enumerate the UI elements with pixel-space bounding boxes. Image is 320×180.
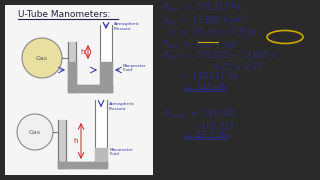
- Text: $P_{Gauge}$  =  148,021: $P_{Gauge}$ = 148,021: [162, 108, 236, 121]
- Text: Gas: Gas: [36, 55, 48, 60]
- Text: h: h: [81, 49, 85, 55]
- Text: U-Tube Manometers:: U-Tube Manometers:: [18, 10, 110, 19]
- FancyBboxPatch shape: [5, 5, 153, 175]
- Text: $\rho_{Hg}$  =  13,600 kg/$m^2$: $\rho_{Hg}$ = 13,600 kg/$m^2$: [162, 14, 248, 28]
- Text: Atmospheric
Pressure: Atmospheric Pressure: [109, 102, 135, 111]
- Text: Manometer
Fluid: Manometer Fluid: [110, 148, 134, 156]
- Text: 9.81 $\times$ 0.35: 9.81 $\times$ 0.35: [214, 61, 263, 72]
- Text: Atmospheric
Pressure: Atmospheric Pressure: [114, 22, 140, 31]
- Text: =  46.7 kPa: = 46.7 kPa: [184, 131, 230, 140]
- Text: =  148 kPa: = 148 kPa: [184, 83, 228, 92]
- Text: $h$   =  35 cm = 0.35m: $h$ = 35 cm = 0.35m: [168, 26, 256, 37]
- Text: $P_{ABS}$  =  101,325 + 13,600 $\times$: $P_{ABS}$ = 101,325 + 13,600 $\times$: [162, 50, 278, 62]
- Text: h: h: [74, 138, 78, 144]
- Text: $P_{atm}$  =  101,325 Pa: $P_{atm}$ = 101,325 Pa: [162, 2, 242, 15]
- Circle shape: [17, 114, 53, 150]
- Circle shape: [22, 38, 62, 78]
- Text: Gas: Gas: [29, 129, 41, 134]
- Text: $-$101,325: $-$101,325: [194, 120, 235, 132]
- Text: =  148,021 Pa: = 148,021 Pa: [180, 72, 237, 81]
- Text: Manometer
Fluid: Manometer Fluid: [123, 64, 147, 72]
- Text: $P_{ABS}$  =  $P_{atm}$ + $\rho gh$: $P_{ABS}$ = $P_{atm}$ + $\rho gh$: [162, 38, 240, 51]
